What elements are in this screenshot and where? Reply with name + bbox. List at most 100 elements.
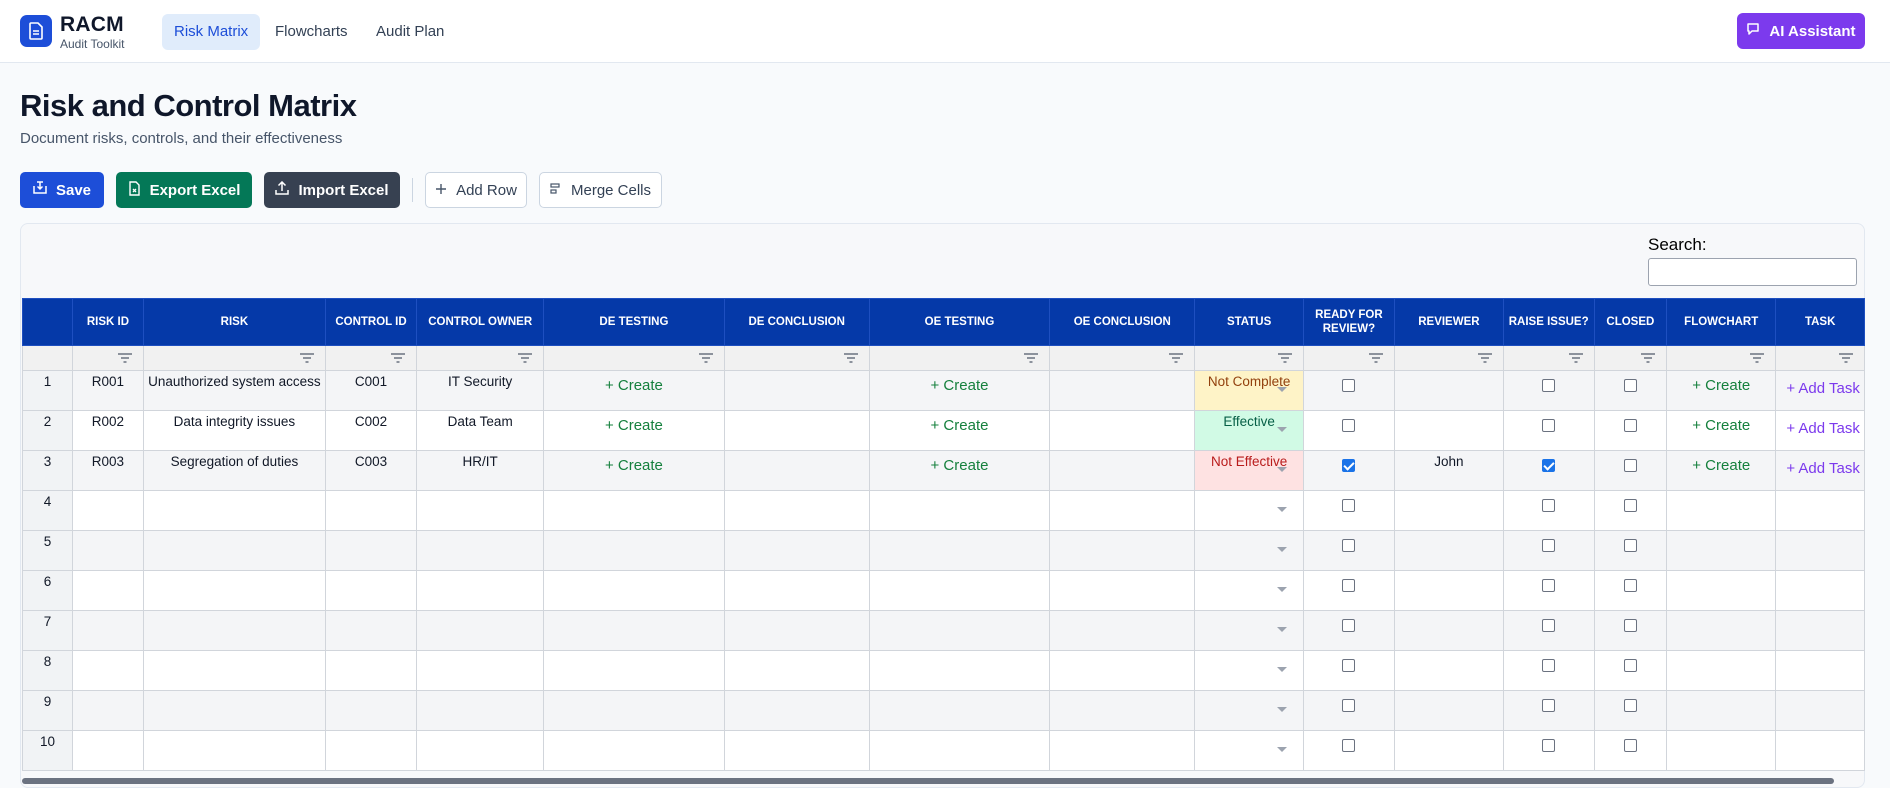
control-owner-cell[interactable] — [416, 490, 545, 531]
filter-icon[interactable] — [390, 352, 406, 364]
reviewer-cell[interactable] — [1393, 730, 1504, 771]
control-id-cell[interactable] — [324, 650, 418, 691]
risk-cell[interactable]: Unauthorized system access — [142, 370, 326, 411]
status-dropdown[interactable] — [1194, 610, 1304, 651]
control-id-cell[interactable] — [324, 490, 418, 531]
col-header-raise-issue[interactable]: RAISE ISSUE? — [1502, 298, 1595, 346]
status-dropdown[interactable] — [1194, 570, 1304, 611]
de-testing-link[interactable]: + Create — [604, 377, 663, 394]
ready-for-review-checkbox[interactable] — [1342, 539, 1356, 552]
risk-cell[interactable] — [142, 490, 326, 531]
oe-conclusion-cell[interactable] — [1049, 570, 1196, 611]
raise-issue-checkbox[interactable] — [1542, 539, 1556, 552]
oe-conclusion-cell[interactable] — [1049, 690, 1196, 731]
closed-checkbox[interactable] — [1623, 499, 1637, 512]
risk-id-cell[interactable] — [71, 650, 144, 691]
import-excel-button[interactable]: Import Excel — [264, 172, 400, 208]
filter-icon[interactable] — [1838, 352, 1854, 364]
de-conclusion-cell[interactable] — [723, 730, 870, 771]
control-owner-cell[interactable] — [416, 530, 545, 571]
raise-issue-checkbox[interactable] — [1542, 379, 1556, 392]
status-dropdown[interactable] — [1194, 490, 1304, 531]
horizontal-scrollbar[interactable] — [22, 778, 1834, 784]
raise-issue-checkbox[interactable] — [1542, 459, 1556, 472]
add-row-button[interactable]: Add Row — [425, 172, 527, 208]
ready-for-review-checkbox[interactable] — [1342, 579, 1356, 592]
raise-issue-checkbox[interactable] — [1542, 579, 1556, 592]
control-owner-cell[interactable] — [416, 610, 545, 651]
filter-icon[interactable] — [117, 352, 133, 364]
risk-cell[interactable] — [142, 610, 326, 651]
filter-icon[interactable] — [1640, 352, 1656, 364]
raise-issue-checkbox[interactable] — [1542, 699, 1556, 712]
status-dropdown[interactable] — [1194, 730, 1304, 771]
control-id-cell[interactable]: C003 — [324, 450, 418, 491]
ready-for-review-checkbox[interactable] — [1342, 659, 1356, 672]
closed-checkbox[interactable] — [1623, 619, 1637, 632]
risk-id-cell[interactable] — [71, 730, 144, 771]
de-conclusion-cell[interactable] — [723, 570, 870, 611]
col-header-risk-id[interactable]: RISK ID — [71, 298, 144, 346]
status-dropdown[interactable]: Not Effective — [1194, 450, 1304, 491]
risk-id-cell[interactable] — [71, 490, 144, 531]
control-owner-cell[interactable] — [416, 730, 545, 771]
risk-id-cell[interactable]: R001 — [71, 370, 144, 411]
control-id-cell[interactable]: C002 — [324, 410, 418, 451]
tab-risk-matrix[interactable]: Risk Matrix — [162, 14, 261, 50]
filter-icon[interactable] — [1368, 352, 1384, 364]
tab-flowcharts[interactable]: Flowcharts — [275, 23, 348, 40]
reviewer-cell[interactable]: John — [1393, 450, 1504, 491]
control-id-cell[interactable] — [324, 730, 418, 771]
reviewer-cell[interactable] — [1393, 690, 1504, 731]
col-header-flowchart[interactable]: FLOWCHART — [1666, 298, 1777, 346]
de-conclusion-cell[interactable] — [723, 530, 870, 571]
control-owner-cell[interactable]: IT Security — [416, 370, 545, 411]
filter-icon[interactable] — [1477, 352, 1493, 364]
raise-issue-checkbox[interactable] — [1542, 659, 1556, 672]
risk-id-cell[interactable] — [71, 530, 144, 571]
reviewer-cell[interactable] — [1393, 530, 1504, 571]
search-input[interactable] — [1648, 258, 1857, 286]
task-link[interactable]: + Add Task — [1786, 460, 1860, 477]
save-button[interactable]: Save — [20, 172, 104, 208]
status-dropdown[interactable] — [1194, 650, 1304, 691]
flowchart-link[interactable]: + Create — [1692, 417, 1751, 434]
risk-cell[interactable] — [142, 730, 326, 771]
oe-conclusion-cell[interactable] — [1049, 410, 1196, 451]
control-owner-cell[interactable] — [416, 690, 545, 731]
oe-testing-link[interactable]: + Create — [930, 377, 989, 394]
risk-cell[interactable]: Data integrity issues — [142, 410, 326, 451]
risk-id-cell[interactable] — [71, 570, 144, 611]
closed-checkbox[interactable] — [1623, 379, 1637, 392]
filter-icon[interactable] — [1749, 352, 1765, 364]
filter-icon[interactable] — [1277, 352, 1293, 364]
de-conclusion-cell[interactable] — [723, 610, 870, 651]
oe-testing-link[interactable]: + Create — [930, 417, 989, 434]
col-header-risk[interactable]: RISK — [142, 298, 326, 346]
raise-issue-checkbox[interactable] — [1542, 739, 1556, 752]
raise-issue-checkbox[interactable] — [1542, 499, 1556, 512]
col-header-task[interactable]: TASK — [1775, 298, 1865, 346]
ready-for-review-checkbox[interactable] — [1342, 419, 1356, 432]
reviewer-cell[interactable] — [1393, 370, 1504, 411]
reviewer-cell[interactable] — [1393, 650, 1504, 691]
ready-for-review-checkbox[interactable] — [1342, 379, 1356, 392]
reviewer-cell[interactable] — [1393, 610, 1504, 651]
control-id-cell[interactable] — [324, 570, 418, 611]
col-header-ready-for-review[interactable]: READY FOR REVIEW? — [1302, 298, 1395, 346]
status-dropdown[interactable] — [1194, 690, 1304, 731]
de-conclusion-cell[interactable] — [723, 650, 870, 691]
de-conclusion-cell[interactable] — [723, 410, 870, 451]
ready-for-review-checkbox[interactable] — [1342, 459, 1356, 472]
control-id-cell[interactable] — [324, 530, 418, 571]
ready-for-review-checkbox[interactable] — [1342, 699, 1356, 712]
risk-cell[interactable]: Segregation of duties — [142, 450, 326, 491]
closed-checkbox[interactable] — [1623, 459, 1637, 472]
col-header-closed[interactable]: CLOSED — [1593, 298, 1668, 346]
oe-conclusion-cell[interactable] — [1049, 370, 1196, 411]
closed-checkbox[interactable] — [1623, 699, 1637, 712]
control-owner-cell[interactable] — [416, 570, 545, 611]
risk-cell[interactable] — [142, 530, 326, 571]
de-testing-link[interactable]: + Create — [604, 457, 663, 474]
control-id-cell[interactable] — [324, 690, 418, 731]
